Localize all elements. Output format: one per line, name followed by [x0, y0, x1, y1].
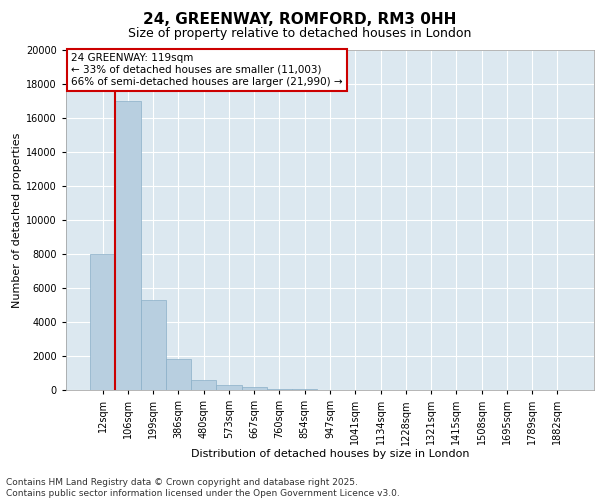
X-axis label: Distribution of detached houses by size in London: Distribution of detached houses by size … [191, 448, 469, 458]
Text: 24 GREENWAY: 119sqm
← 33% of detached houses are smaller (11,003)
66% of semi-de: 24 GREENWAY: 119sqm ← 33% of detached ho… [71, 54, 343, 86]
Bar [115, 101, 140, 390]
Y-axis label: Number of detached properties: Number of detached properties [12, 132, 22, 308]
Bar [267, 388, 292, 390]
Text: Size of property relative to detached houses in London: Size of property relative to detached ho… [128, 28, 472, 40]
Bar [90, 254, 115, 390]
Bar [166, 360, 191, 390]
Bar [191, 380, 217, 390]
Bar [217, 385, 242, 390]
Text: Contains HM Land Registry data © Crown copyright and database right 2025.
Contai: Contains HM Land Registry data © Crown c… [6, 478, 400, 498]
Bar [242, 388, 267, 390]
Text: 24, GREENWAY, ROMFORD, RM3 0HH: 24, GREENWAY, ROMFORD, RM3 0HH [143, 12, 457, 28]
Bar [140, 300, 166, 390]
